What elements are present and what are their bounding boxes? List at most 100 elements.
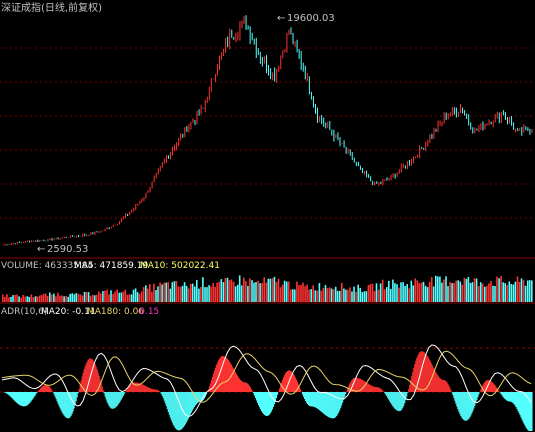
volume-bar-170 [349, 287, 351, 302]
volume-bar-254 [520, 278, 523, 302]
volume-bar-160 [328, 287, 331, 302]
volume-bar-48 [100, 293, 102, 302]
volume-bar-25 [53, 293, 55, 302]
volume-bar-222 [455, 280, 457, 302]
volume-bar-204 [418, 283, 421, 302]
price-candles [2, 15, 533, 246]
volume-bar-93 [191, 283, 194, 302]
volume-bar-123 [253, 282, 255, 302]
volume-bar-240 [492, 285, 494, 302]
volume-bar-203 [416, 280, 419, 302]
volume-bar-128 [263, 277, 265, 302]
volume-bar-62 [128, 294, 131, 302]
volume-bar-13 [28, 296, 31, 302]
volume-bar-103 [212, 283, 214, 302]
volume-bar-134 [275, 281, 278, 302]
volume-bar-117 [240, 285, 243, 302]
volume-bar-27 [57, 292, 59, 302]
volume-bar-141 [290, 289, 292, 302]
volume-bar-70 [145, 285, 147, 302]
volume-bar-50 [104, 290, 106, 302]
volume-bar-64 [132, 289, 135, 302]
volume-bar-199 [408, 288, 410, 302]
volume-bar-156 [320, 290, 323, 302]
volume-bar-23 [49, 292, 51, 302]
volume-bar-69 [142, 287, 145, 302]
volume-bar-207 [424, 285, 427, 302]
volume-bar-43 [89, 295, 92, 302]
volume-bar-171 [351, 291, 353, 302]
volume-bar-140 [287, 281, 290, 302]
volume-bar-242 [496, 276, 498, 302]
volume-bar-30 [63, 296, 65, 302]
volume-bar-233 [477, 286, 480, 302]
volume-bar-229 [469, 283, 472, 302]
volume-bar-164 [336, 291, 339, 302]
volume-bar-55 [114, 291, 116, 302]
volume-bar-71 [147, 288, 149, 302]
volume-bar-108 [222, 282, 225, 302]
volume-bar-201 [412, 285, 415, 302]
volume-bar-185 [379, 283, 382, 302]
volume-bar-105 [216, 282, 218, 302]
volume-bar-66 [136, 292, 139, 302]
volume-bar-151 [310, 289, 312, 302]
volume-bar-68 [140, 291, 143, 302]
volume-bar-92 [189, 283, 192, 302]
volume-bar-220 [451, 283, 453, 302]
volume-bar-237 [486, 285, 488, 302]
volume-bar-163 [334, 286, 337, 302]
volume-bar-99 [204, 287, 206, 302]
volume-bar-205 [420, 282, 423, 302]
volume-bar-14 [30, 294, 33, 302]
volume-bar-104 [214, 286, 216, 302]
volume-bar-173 [355, 291, 357, 302]
volume-bar-212 [435, 275, 437, 302]
volume-bar-194 [398, 287, 400, 302]
volume-bar-22 [46, 296, 49, 302]
volume-bar-96 [198, 288, 200, 302]
volume-bar-159 [326, 288, 329, 302]
volume-bar-258 [528, 280, 531, 302]
volume-bar-42 [87, 292, 90, 302]
volume-bar-142 [292, 289, 294, 302]
volume-bar-174 [357, 284, 359, 302]
volume-bar-28 [59, 295, 61, 302]
adr-legend: ADR(10,6) MA20: -0.11 MA180: 0.06 -0.15 [1, 307, 159, 317]
volume-bar-238 [488, 283, 490, 302]
volume-bar-63 [130, 294, 133, 302]
volume-bar-143 [294, 289, 296, 302]
volume-bar-130 [267, 278, 270, 302]
volume-bar-39 [81, 295, 84, 302]
volume-bar-198 [406, 284, 408, 302]
volume-bar-137 [281, 284, 284, 302]
volume-bar-19 [40, 295, 43, 302]
volume-bar-197 [404, 286, 406, 302]
volume-bar-12 [26, 296, 29, 302]
volume-bar-61 [126, 294, 129, 302]
volume-bar-0 [2, 294, 4, 302]
volume-bar-98 [202, 277, 204, 302]
volume-bar-155 [318, 283, 321, 302]
volume-bar-44 [91, 294, 94, 302]
volume-bar-177 [363, 291, 366, 302]
volume-bar-162 [332, 289, 335, 302]
volume-bar-226 [463, 277, 466, 302]
volume-bar-73 [151, 291, 153, 302]
volume-bar-161 [330, 288, 333, 302]
volume-bar-175 [359, 288, 361, 302]
volume-bar-59 [122, 291, 125, 302]
volume-bar-200 [410, 280, 413, 302]
volume-bar-53 [110, 290, 112, 302]
volume-bar-181 [371, 283, 374, 302]
high-annotation: ← 19600.03 [277, 13, 335, 24]
volume-bar-116 [238, 275, 241, 302]
volume-bar-88 [181, 285, 184, 302]
volume-bar-255 [522, 280, 525, 302]
volume-bar-109 [224, 278, 227, 302]
volume-bar-236 [484, 286, 486, 302]
volume-bar-230 [471, 282, 474, 302]
adr-histogram [2, 351, 533, 431]
